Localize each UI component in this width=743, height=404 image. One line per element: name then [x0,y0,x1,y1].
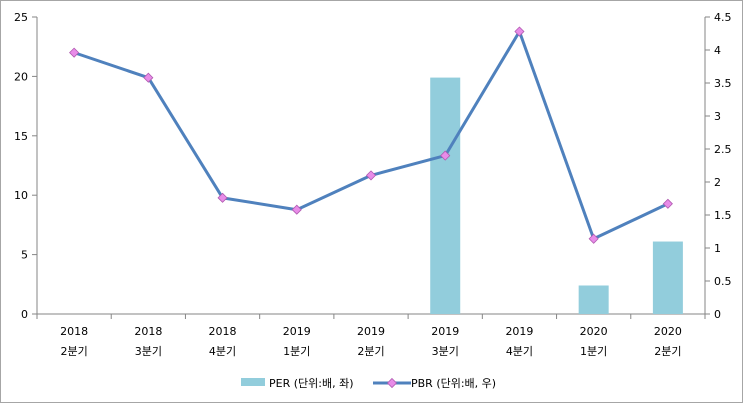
category-quarter-label: 1분기 [283,345,310,358]
pbr-line [74,32,668,239]
right-tick-label: 4.5 [714,11,732,24]
category-quarter-label: 1분기 [580,345,607,358]
left-tick-label: 15 [14,130,28,143]
right-tick-label: 2.5 [714,143,732,156]
category-year-label: 2020 [654,325,682,338]
legend-swatch-per [241,378,265,386]
right-tick-label: 0 [714,308,721,321]
left-tick-label: 0 [21,308,28,321]
category-quarter-label: 3분기 [432,345,459,358]
left-tick-label: 25 [14,11,28,24]
axes: 0 5 10 15 20 25 0 0.5 1 1.5 2 2.5 3 3.5 4 4.5 [14,11,732,321]
pbr-point [292,205,301,214]
category-year-label: 2018 [209,325,237,338]
category-year-label: 2019 [283,325,311,338]
right-tick-label: 4 [714,44,721,57]
right-tick-label: 2 [714,176,721,189]
right-tick-label: 3 [714,110,721,123]
right-tick-label: 1 [714,242,721,255]
category-quarter-label: 2분기 [357,345,384,358]
category-year-label: 2018 [134,325,162,338]
right-tick-label: 3.5 [714,77,732,90]
category-year-label: 2020 [580,325,608,338]
legend-label-per: PER (단위:배, 좌) [269,377,354,390]
category-quarter-label: 4분기 [506,345,533,358]
left-tick-label: 10 [14,189,28,202]
pbr-point [589,234,598,243]
line-series [70,27,673,243]
category-labels: 2018 2분기 2018 3분기 2018 4분기 2019 1분기 2019 2분기 2019 3… [60,325,682,358]
legend-swatch-pbr-marker [388,379,397,388]
per-bar [430,78,460,314]
right-tick-label: 1.5 [714,209,732,222]
category-quarter-label: 4분기 [209,345,236,358]
left-tick-label: 5 [21,249,28,262]
legend-label-pbr: PBR (단위:배, 우) [411,377,496,390]
pbr-point [70,48,79,57]
pbr-point [663,199,672,208]
category-year-label: 2019 [357,325,385,338]
per-bar [653,242,683,314]
category-year-label: 2019 [431,325,459,338]
left-tick-label: 20 [14,70,28,83]
legend: PER (단위:배, 좌) PBR (단위:배, 우) [241,377,496,390]
category-year-label: 2019 [505,325,533,338]
pbr-point [367,171,376,180]
category-quarter-label: 3분기 [135,345,162,358]
per-bar [579,285,609,314]
category-year-label: 2018 [60,325,88,338]
bar-series [430,78,683,314]
category-quarter-label: 2분기 [60,345,87,358]
right-tick-label: 0.5 [714,275,732,288]
category-quarter-label: 2분기 [654,345,681,358]
